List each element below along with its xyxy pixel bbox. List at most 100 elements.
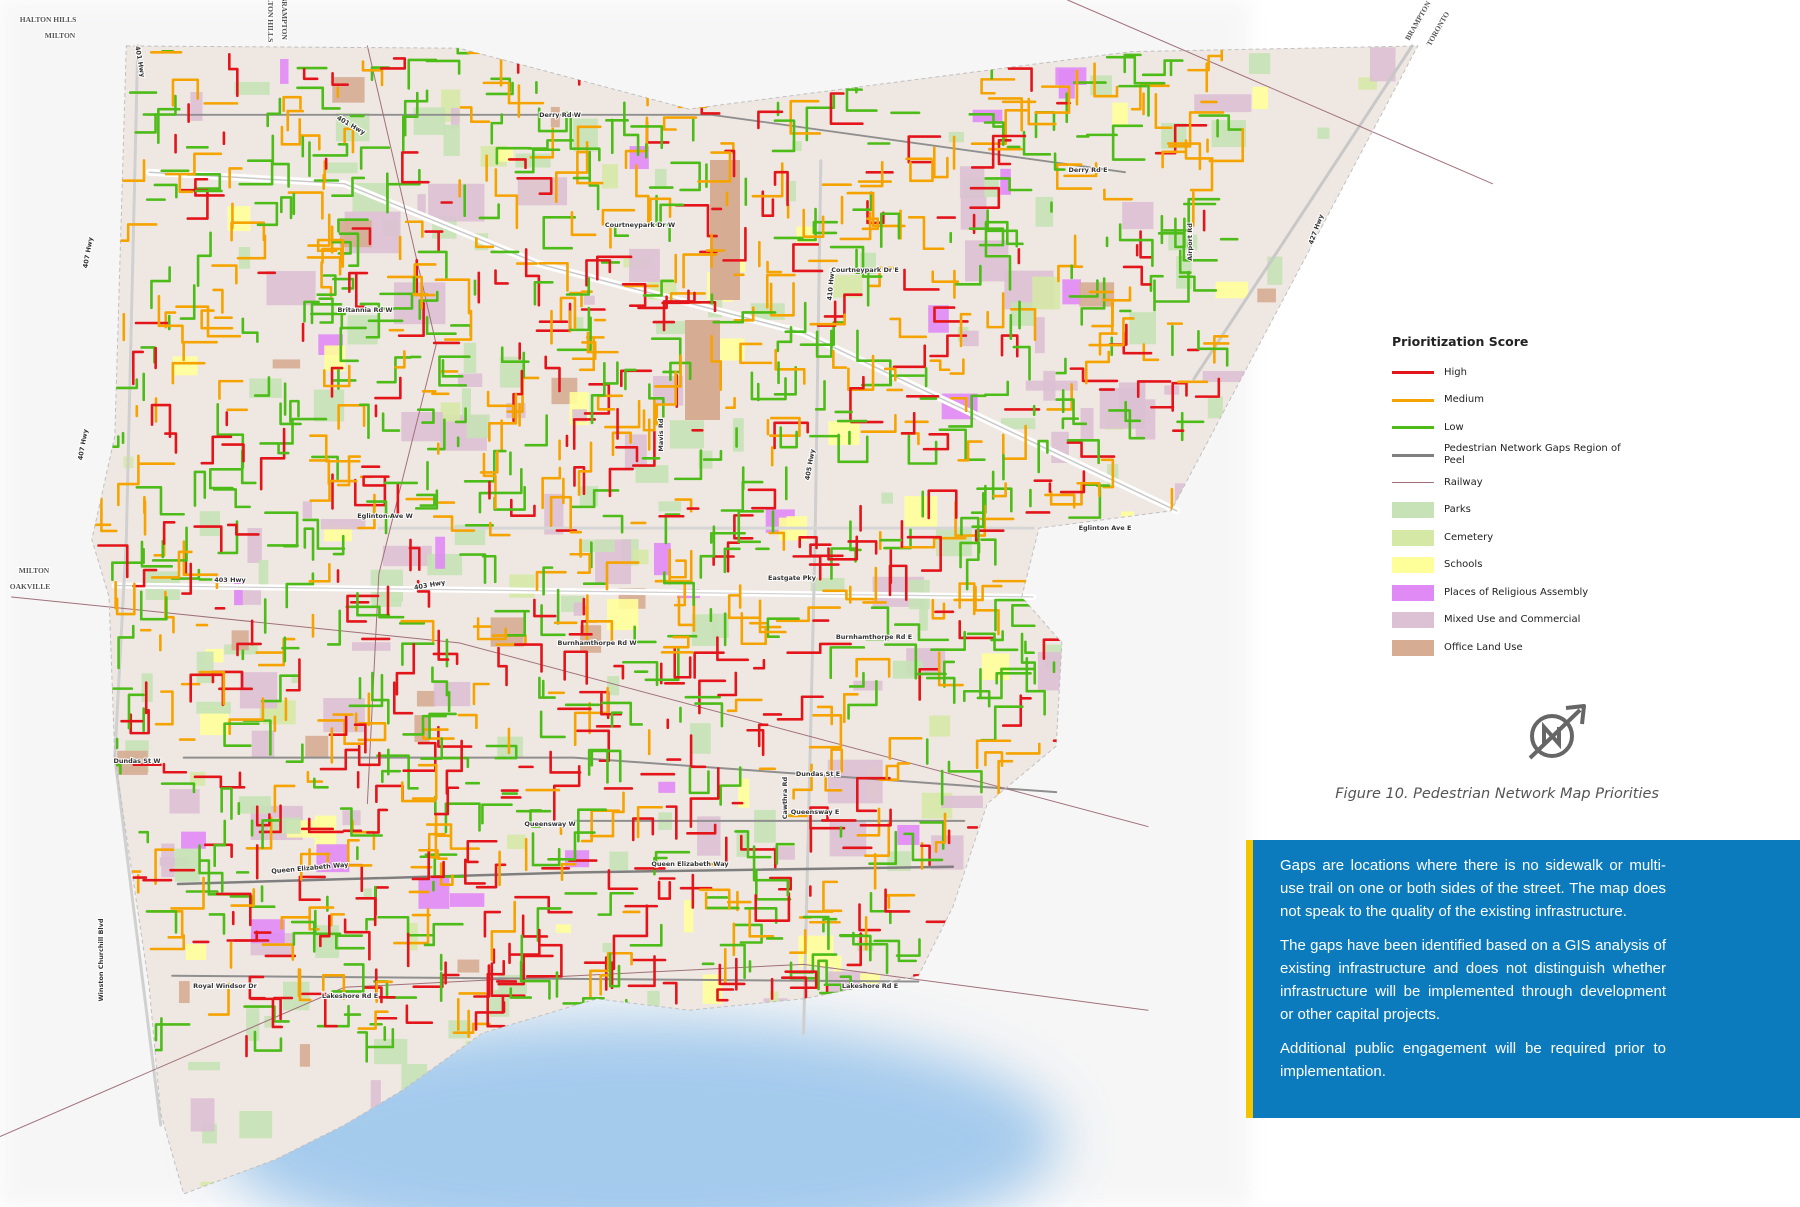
- gap-line: [175, 305, 242, 338]
- gap-line: [91, 523, 112, 550]
- land-use-patch: [658, 781, 676, 793]
- gap-line: [318, 297, 334, 324]
- gap-line: [316, 274, 337, 296]
- gap-line: [154, 1023, 191, 1042]
- gap-line: [541, 466, 562, 510]
- gap-line: [839, 211, 872, 241]
- road-label: Lakeshore Rd E: [322, 992, 378, 1000]
- land-use-patch: [853, 680, 883, 691]
- legend-label: Schools: [1444, 559, 1483, 571]
- gap-line: [236, 234, 267, 260]
- gap-line: [117, 624, 135, 670]
- gap-line: [486, 467, 523, 495]
- legend-item: Cemetery: [1392, 524, 1722, 552]
- gap-line: [859, 808, 892, 827]
- gap-line: [662, 291, 696, 332]
- gap-line: [444, 802, 481, 834]
- land-use-patch: [684, 899, 694, 933]
- land-use-patch: [169, 789, 200, 814]
- gap-line: [1088, 317, 1135, 347]
- land-use-patch: [199, 511, 221, 537]
- land-use-patch: [578, 539, 615, 552]
- gap-line: [397, 301, 425, 337]
- land-use-patch: [629, 248, 660, 283]
- gap-line: [599, 974, 611, 996]
- gap-line: [531, 832, 561, 867]
- land-use-patch: [1034, 317, 1045, 354]
- gap-line: [814, 380, 826, 411]
- gap-line: [381, 769, 402, 784]
- gap-line: [739, 342, 773, 365]
- gap-line: [597, 891, 634, 916]
- legend-symbol: [1392, 475, 1434, 491]
- land-use-patch: [732, 418, 744, 452]
- gap-line: [402, 714, 447, 736]
- gap-line: [750, 371, 787, 401]
- legend-symbol: [1392, 365, 1434, 381]
- gap-line: [290, 920, 316, 953]
- info-paragraph: Gaps are locations where there is no sid…: [1280, 857, 1666, 920]
- gap-line: [717, 671, 738, 697]
- gap-line: [321, 247, 343, 264]
- gap-line: [299, 852, 331, 881]
- gap-line: [479, 450, 499, 474]
- gap-line: [740, 612, 768, 646]
- gap-line: [980, 538, 997, 566]
- land-use-patch: [738, 778, 750, 808]
- gap-line: [418, 290, 439, 320]
- land-use-patch: [652, 376, 684, 406]
- gap-line: [228, 167, 243, 189]
- gap-line: [997, 759, 1014, 796]
- gap-line: [357, 493, 376, 530]
- land-use-patch: [573, 317, 584, 329]
- gap-line: [348, 673, 384, 708]
- gap-line: [317, 719, 366, 746]
- gap-line: [733, 923, 763, 944]
- gap-line: [405, 1004, 434, 1024]
- gap-line: [611, 431, 632, 456]
- gap-line: [1122, 265, 1152, 286]
- gap-line: [784, 970, 818, 990]
- gap-line: [1076, 481, 1101, 498]
- gap-line: [1020, 632, 1037, 685]
- land-use-patch: [550, 106, 560, 128]
- gap-line: [739, 834, 777, 869]
- gap-line: [359, 302, 381, 339]
- land-use-patch: [691, 614, 719, 646]
- gap-line: [624, 116, 649, 170]
- gap-line: [1049, 481, 1083, 506]
- land-use-patch: [433, 681, 471, 707]
- land-use-patch: [690, 723, 711, 754]
- land-use-patch: [1215, 281, 1249, 299]
- gap-line: [403, 89, 429, 137]
- gap-line: [1080, 277, 1106, 326]
- land-use-patch: [941, 795, 983, 808]
- gap-line: [127, 693, 145, 730]
- gap-line: [357, 722, 387, 742]
- gap-line: [280, 915, 311, 930]
- gap-line: [662, 635, 690, 649]
- gap-line: [792, 763, 813, 800]
- gap-line: [723, 547, 741, 574]
- gap-line: [858, 903, 882, 932]
- gap-line: [542, 566, 554, 596]
- land-use-patch: [325, 162, 358, 174]
- gap-line: [289, 399, 300, 423]
- gap-line: [1105, 55, 1166, 85]
- land-use-patch: [178, 981, 190, 1004]
- gap-line: [378, 293, 414, 310]
- land-use-patch: [401, 412, 443, 442]
- land-use-patch: [461, 388, 472, 417]
- gap-line: [456, 45, 471, 55]
- gap-line: [544, 355, 561, 393]
- gap-line: [157, 107, 181, 144]
- gap-line: [533, 281, 554, 306]
- gap-line: [1142, 343, 1160, 362]
- gap-line: [226, 523, 260, 536]
- gap-line: [537, 107, 568, 133]
- info-accent: [1246, 840, 1253, 1118]
- gap-line: [312, 142, 349, 157]
- land-use-patch: [881, 492, 894, 504]
- gap-line: [720, 480, 764, 512]
- gap-line: [688, 766, 710, 795]
